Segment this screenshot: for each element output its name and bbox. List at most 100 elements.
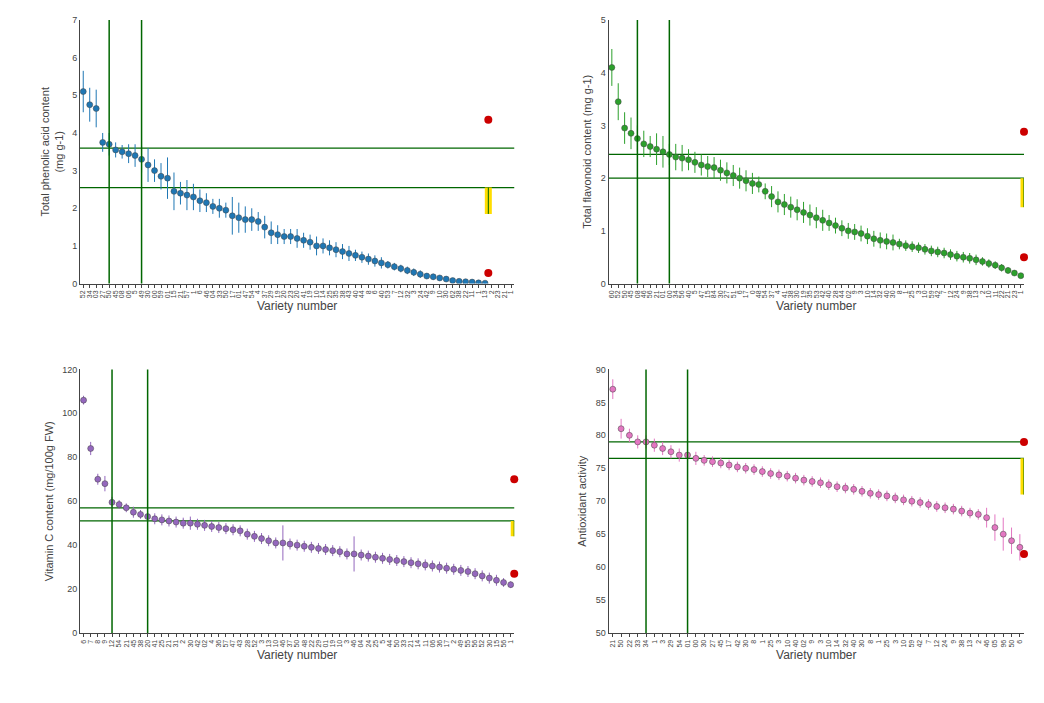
svg-text:22: 22 bbox=[626, 640, 633, 648]
svg-text:56: 56 bbox=[500, 640, 507, 648]
svg-text:42: 42 bbox=[934, 290, 941, 298]
svg-text:21: 21 bbox=[501, 290, 508, 298]
svg-text:38: 38 bbox=[966, 290, 973, 298]
svg-text:8: 8 bbox=[365, 290, 372, 294]
svg-text:0: 0 bbox=[72, 279, 77, 289]
svg-text:1: 1 bbox=[190, 290, 197, 294]
svg-text:70: 70 bbox=[596, 496, 606, 506]
svg-text:23: 23 bbox=[1011, 290, 1018, 298]
svg-text:60: 60 bbox=[608, 290, 615, 298]
svg-text:17: 17 bbox=[742, 290, 749, 298]
svg-text:29: 29 bbox=[315, 640, 322, 648]
svg-text:10: 10 bbox=[825, 640, 832, 648]
svg-text:30: 30 bbox=[742, 640, 749, 648]
svg-text:4: 4 bbox=[255, 290, 262, 294]
svg-text:40: 40 bbox=[850, 640, 857, 648]
svg-text:120: 120 bbox=[62, 365, 77, 375]
svg-text:5: 5 bbox=[72, 90, 77, 100]
svg-text:34: 34 bbox=[642, 640, 649, 648]
svg-text:44: 44 bbox=[838, 290, 845, 298]
svg-text:21: 21 bbox=[653, 290, 660, 298]
svg-text:01: 01 bbox=[659, 290, 666, 298]
svg-text:17: 17 bbox=[725, 640, 732, 648]
svg-text:27: 27 bbox=[723, 290, 730, 298]
svg-text:37: 37 bbox=[261, 290, 268, 298]
svg-text:25: 25 bbox=[158, 640, 165, 648]
svg-text:42: 42 bbox=[819, 290, 826, 298]
svg-text:1: 1 bbox=[475, 290, 482, 294]
svg-text:30: 30 bbox=[144, 290, 151, 298]
svg-text:96: 96 bbox=[1000, 640, 1007, 648]
svg-text:2: 2 bbox=[975, 640, 982, 644]
svg-text:17: 17 bbox=[229, 290, 236, 298]
svg-text:36: 36 bbox=[436, 640, 443, 648]
svg-text:52: 52 bbox=[251, 640, 258, 648]
svg-text:24: 24 bbox=[953, 290, 960, 298]
svg-text:45: 45 bbox=[112, 290, 119, 298]
svg-text:10: 10 bbox=[921, 290, 928, 298]
svg-text:48: 48 bbox=[755, 290, 762, 298]
svg-text:52: 52 bbox=[615, 290, 622, 298]
svg-text:50: 50 bbox=[222, 290, 229, 298]
svg-text:54: 54 bbox=[115, 640, 122, 648]
svg-text:50: 50 bbox=[596, 628, 606, 638]
svg-text:9: 9 bbox=[808, 640, 815, 644]
svg-text:30: 30 bbox=[889, 290, 896, 298]
svg-text:42: 42 bbox=[734, 640, 741, 648]
svg-text:14: 14 bbox=[833, 640, 840, 648]
svg-text:6: 6 bbox=[371, 290, 378, 294]
svg-text:03: 03 bbox=[92, 290, 99, 298]
svg-text:13: 13 bbox=[481, 290, 488, 298]
svg-text:50: 50 bbox=[105, 290, 112, 298]
svg-text:60: 60 bbox=[596, 562, 606, 572]
svg-text:8: 8 bbox=[867, 640, 874, 644]
svg-text:01: 01 bbox=[164, 290, 171, 298]
svg-text:21: 21 bbox=[165, 640, 172, 648]
svg-text:48: 48 bbox=[301, 640, 308, 648]
svg-text:3: 3 bbox=[410, 290, 417, 294]
svg-text:9: 9 bbox=[101, 640, 108, 644]
svg-text:56: 56 bbox=[471, 640, 478, 648]
svg-text:57: 57 bbox=[222, 640, 229, 648]
svg-text:4: 4 bbox=[208, 640, 215, 644]
svg-text:37: 37 bbox=[768, 290, 775, 298]
svg-text:25: 25 bbox=[908, 290, 915, 298]
svg-text:35: 35 bbox=[332, 290, 339, 298]
svg-text:21: 21 bbox=[609, 640, 616, 648]
svg-text:5: 5 bbox=[691, 290, 698, 294]
svg-text:38: 38 bbox=[958, 640, 965, 648]
svg-text:45: 45 bbox=[130, 640, 137, 648]
svg-text:30: 30 bbox=[717, 290, 724, 298]
svg-text:00: 00 bbox=[151, 290, 158, 298]
svg-text:7: 7 bbox=[940, 290, 947, 294]
svg-text:7: 7 bbox=[87, 640, 94, 644]
svg-text:02: 02 bbox=[800, 640, 807, 648]
svg-text:3: 3 bbox=[775, 640, 782, 644]
svg-text:21: 21 bbox=[123, 640, 130, 648]
svg-text:30: 30 bbox=[700, 640, 707, 648]
svg-text:01: 01 bbox=[322, 640, 329, 648]
svg-text:35: 35 bbox=[806, 290, 813, 298]
svg-text:23: 23 bbox=[287, 290, 294, 298]
svg-text:53: 53 bbox=[813, 290, 820, 298]
svg-text:25: 25 bbox=[883, 640, 890, 648]
svg-text:29: 29 bbox=[267, 290, 274, 298]
svg-text:50: 50 bbox=[617, 640, 624, 648]
svg-text:57: 57 bbox=[183, 290, 190, 298]
svg-text:1: 1 bbox=[759, 640, 766, 644]
svg-text:21: 21 bbox=[407, 640, 414, 648]
svg-text:55: 55 bbox=[596, 595, 606, 605]
svg-text:51: 51 bbox=[730, 290, 737, 298]
svg-text:25: 25 bbox=[767, 640, 774, 648]
svg-text:9: 9 bbox=[960, 290, 967, 294]
svg-text:84: 84 bbox=[710, 290, 717, 298]
svg-text:40: 40 bbox=[825, 290, 832, 298]
svg-text:05: 05 bbox=[991, 640, 998, 648]
svg-text:25: 25 bbox=[372, 640, 379, 648]
svg-text:10: 10 bbox=[313, 290, 320, 298]
svg-text:21: 21 bbox=[177, 290, 184, 298]
svg-text:00: 00 bbox=[692, 640, 699, 648]
svg-text:54: 54 bbox=[248, 290, 255, 298]
svg-text:8: 8 bbox=[896, 290, 903, 294]
svg-text:2: 2 bbox=[450, 640, 457, 644]
